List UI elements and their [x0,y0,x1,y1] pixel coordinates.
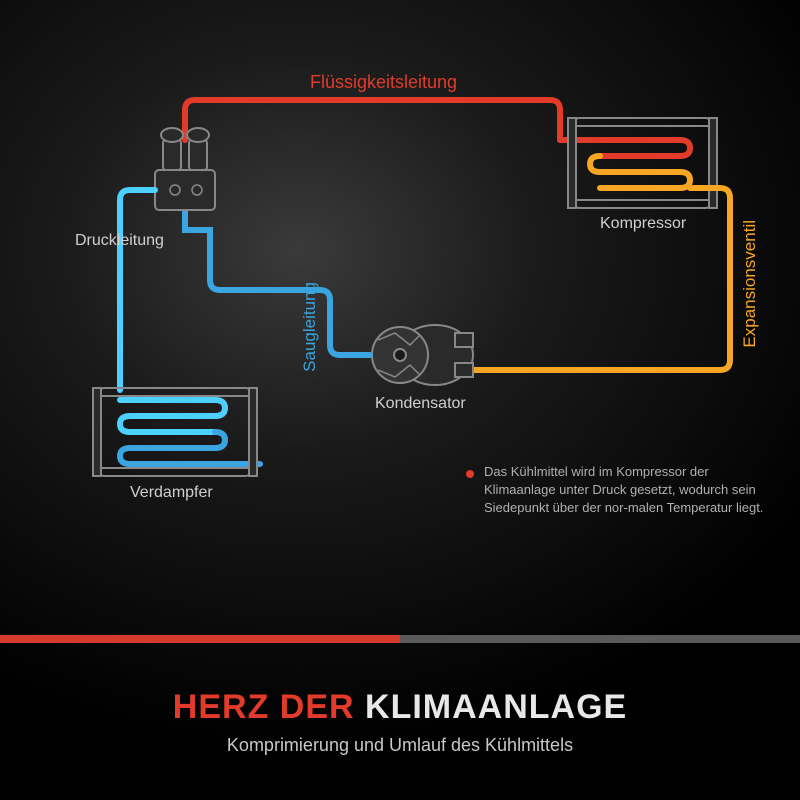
label-kompressor: Kompressor [600,215,686,233]
label-saugleitung: Saugleitung [300,282,320,372]
headline-red: HERZ DER [173,688,365,726]
note-bullet [466,470,474,478]
label-expansionsventil: Expansionsventil [740,220,760,348]
pipe-suction [185,208,370,355]
label-verdampfer: Verdampfer [130,484,213,502]
label-druckleitung: Druckleitung [75,232,164,250]
evaporator-coil-cyan [120,400,225,432]
pipe-liquid [185,100,560,140]
note-text: Das Kühlmittel wird im Kompressor der Kl… [484,463,764,518]
pipe-cold-down [120,190,155,390]
label-liquid-line: Flüssigkeitsleitung [310,72,457,93]
condenser-body [372,325,473,385]
compressor-coil-orange [590,156,690,188]
evaporator-coil-blue [120,432,260,464]
headline-white: KLIMAANLAGE [365,688,627,726]
compressor-coil-red [600,140,690,156]
headline: HERZ DER KLIMAANLAGE [0,688,800,727]
subline: Komprimierung und Umlauf des Kühlmittels [0,735,800,756]
compressor-body [575,118,710,208]
divider-bar [0,635,800,643]
label-kondensator: Kondensator [375,395,466,413]
